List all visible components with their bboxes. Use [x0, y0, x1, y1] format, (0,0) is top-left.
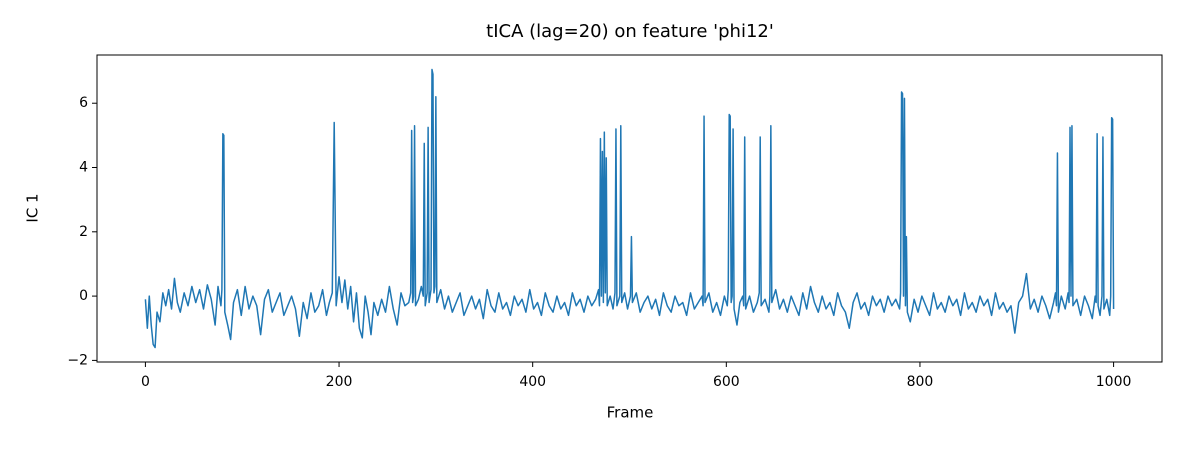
plot-frame [96, 54, 1163, 363]
y-tick-label: 4 [79, 160, 88, 176]
y-tick-label: −2 [67, 352, 88, 368]
data-line [144, 68, 1115, 349]
y-tick-label: 2 [79, 224, 88, 240]
x-tick-label: 1000 [1096, 374, 1132, 390]
y-axis-label: IC 1 [24, 193, 42, 222]
y-tick-label: 0 [79, 288, 88, 304]
x-tick-label: 600 [713, 374, 740, 390]
x-tick-label: 400 [519, 374, 546, 390]
y-tick-label: 6 [79, 95, 88, 111]
x-axis-label: Frame [607, 404, 654, 422]
x-tick-label: 800 [907, 374, 934, 390]
x-tick-label: 200 [326, 374, 353, 390]
chart-title: tICA (lag=20) on feature 'phi12' [486, 21, 774, 42]
x-tick-label: 0 [141, 374, 150, 390]
